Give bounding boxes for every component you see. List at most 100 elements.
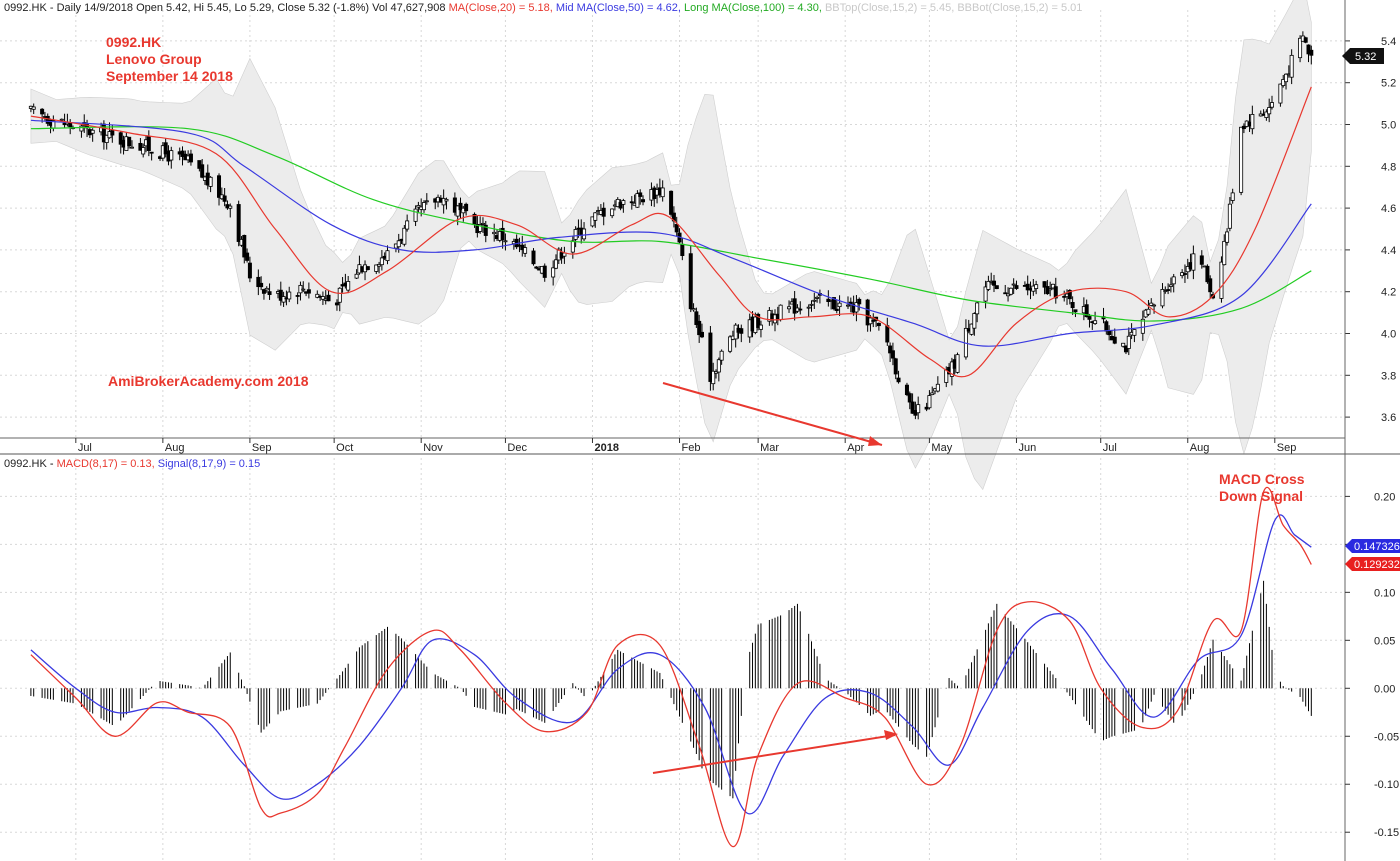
candle-body <box>334 302 339 306</box>
candle-body <box>1208 278 1213 293</box>
candle-body <box>888 345 893 354</box>
candle-body <box>1070 302 1075 309</box>
candle-body <box>1132 329 1137 336</box>
candle-body <box>1250 114 1255 130</box>
candle-body <box>573 229 578 240</box>
candle-body <box>480 222 485 225</box>
candle-body <box>278 289 283 301</box>
candle-body <box>975 302 980 315</box>
price-x-tick: Aug <box>1190 442 1210 454</box>
price-x-tick: Sep <box>252 442 272 454</box>
candle-body <box>986 281 991 290</box>
watermark: AmiBrokerAcademy.com 2018 <box>108 373 309 389</box>
price-x-tick: Mar <box>760 442 779 454</box>
candle-body <box>691 308 696 311</box>
candle-body <box>90 129 95 134</box>
candle-body <box>1205 265 1210 283</box>
price-x-tick: Feb <box>682 442 701 454</box>
candle-body <box>694 311 699 325</box>
candle-body <box>910 401 915 414</box>
price-y-tick: 5.2 <box>1381 78 1396 90</box>
price-y-tick: 4.0 <box>1381 329 1396 341</box>
candle-body <box>346 281 351 291</box>
candle-body <box>1160 289 1165 307</box>
candle-body <box>1168 284 1173 287</box>
candle-body <box>1239 126 1244 193</box>
candle-body <box>935 383 940 392</box>
candle-body <box>104 134 109 143</box>
candle-body <box>890 350 895 359</box>
candle-body <box>930 392 935 396</box>
candle-body <box>885 325 890 343</box>
price-arrow-head <box>868 436 882 446</box>
candle-body <box>301 288 306 291</box>
price-x-tick: Apr <box>847 442 864 454</box>
candle-body <box>1166 289 1171 291</box>
candle-body <box>40 108 45 115</box>
candle-body <box>1093 320 1098 325</box>
candle-body <box>1067 290 1072 300</box>
candle-body <box>728 336 733 352</box>
price-x-tick: Oct <box>336 442 353 454</box>
candle-body <box>1309 49 1314 56</box>
candle-body <box>1278 83 1283 104</box>
candle-body <box>464 203 469 212</box>
candle-body <box>876 322 881 327</box>
candle-body <box>1303 37 1308 43</box>
candle-body <box>1225 231 1230 243</box>
macd-y-tick: -0.05 <box>1374 731 1399 743</box>
candle-body <box>127 136 132 147</box>
candle-body <box>413 208 418 222</box>
candle-body <box>31 106 36 110</box>
candle-body <box>472 213 477 225</box>
candle-body <box>483 224 488 236</box>
candle-body <box>1269 102 1274 108</box>
price-y-tick: 5.4 <box>1381 36 1396 48</box>
macd-header-symbol: 0992.HK <box>4 458 47 470</box>
candle-body <box>1014 285 1019 289</box>
candle-body <box>1042 281 1047 288</box>
candle-body <box>421 202 426 211</box>
candle-body <box>904 384 909 396</box>
candle-body <box>553 259 558 269</box>
candle-body <box>1003 292 1008 295</box>
candle-body <box>1034 284 1039 289</box>
candle-body <box>169 150 174 161</box>
macd-panel[interactable]: -0.15-0.10-0.050.000.050.100.150.20 0992… <box>0 458 1400 861</box>
price-x-tick: 2018 <box>594 442 618 454</box>
candle-body <box>590 216 595 227</box>
candle-body <box>458 202 463 211</box>
candle-body <box>758 324 763 330</box>
candle-body <box>610 208 615 217</box>
candle-body <box>396 240 401 248</box>
candle-body <box>217 175 222 198</box>
candle-body <box>1264 111 1269 118</box>
price-x-tick: Nov <box>423 442 443 454</box>
candle-body <box>261 289 266 294</box>
candle-body <box>163 142 168 155</box>
candle-body <box>455 205 460 217</box>
candle-body <box>452 197 457 213</box>
macd-histogram <box>30 580 1312 799</box>
candle-body <box>1267 107 1272 115</box>
candle-body <box>778 304 783 320</box>
price-x-tick: Jul <box>1103 442 1117 454</box>
candle-body <box>1306 44 1311 55</box>
macd-legend: MACD(8,17) = 0.13, <box>57 458 155 470</box>
macd-y-tick: 0.10 <box>1374 587 1395 599</box>
macd-divergence-arrow <box>652 734 896 774</box>
candle-body <box>385 250 390 262</box>
candle-body <box>424 200 429 203</box>
candle-body <box>638 192 643 197</box>
candle-body <box>542 265 547 278</box>
candle-body <box>377 263 382 267</box>
candle-body <box>992 280 997 286</box>
candle-body <box>1112 336 1117 344</box>
candle-body <box>110 129 115 136</box>
candle-body <box>1163 290 1168 292</box>
candle-body <box>812 299 817 302</box>
macd-note-line-1: MACD Cross <box>1219 471 1305 487</box>
candle-body <box>326 294 331 302</box>
candle-body <box>641 199 646 203</box>
